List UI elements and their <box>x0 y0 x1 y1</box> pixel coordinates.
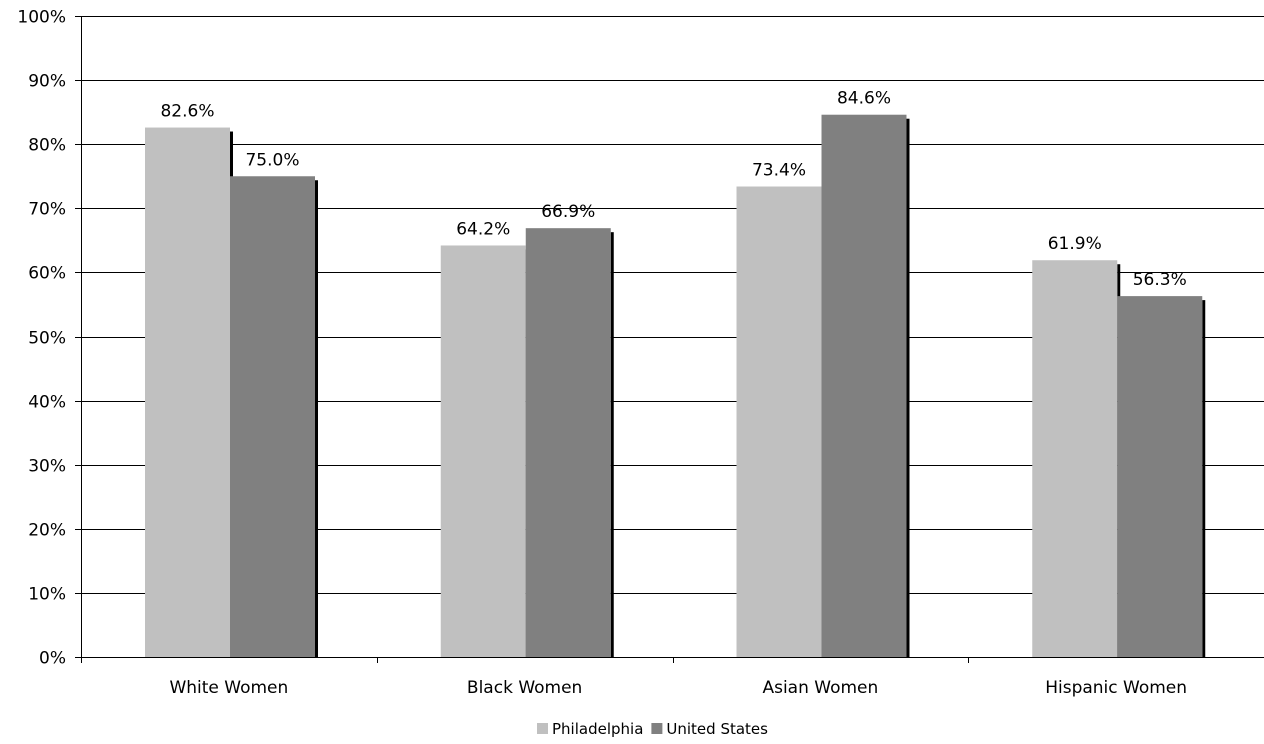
y-tick-label: 10% <box>28 585 66 605</box>
category-label: Asian Women <box>762 678 878 698</box>
legend: Philadelphia United States <box>537 720 768 738</box>
category-label: Hispanic Women <box>1045 678 1187 698</box>
y-tick-label: 0% <box>39 649 66 669</box>
bar-united-states <box>230 176 315 657</box>
y-axis-tick-labels: 0% 10% 20% 30% 40% 50% 60% 70% 80% 90% 100% <box>17 8 66 669</box>
data-label: 66.9% <box>541 202 595 222</box>
data-label: 56.3% <box>1133 270 1187 290</box>
y-tick-label: 100% <box>17 8 66 28</box>
data-label: 61.9% <box>1048 234 1102 254</box>
y-tick-label: 30% <box>28 457 66 477</box>
legend-label: Philadelphia <box>552 720 643 738</box>
legend-swatch <box>651 723 663 734</box>
data-label: 75.0% <box>245 150 299 170</box>
axes <box>75 16 1264 663</box>
x-axis-category-labels: White Women Black Women Asian Women Hispani… <box>169 678 1187 698</box>
bar-philadelphia <box>440 245 526 657</box>
y-tick-label: 40% <box>28 393 66 413</box>
bar-united-states <box>1117 296 1203 657</box>
bar-shadow <box>1202 300 1206 657</box>
legend-label: United States <box>666 720 768 738</box>
y-tick-label: 60% <box>28 264 66 284</box>
bar-shadow <box>315 180 318 657</box>
data-labels: 82.6% 75.0% 64.2% 66.9% 73.4% 84.6% 61.9% 56.3% <box>160 89 1186 290</box>
category-label: Black Women <box>467 678 582 698</box>
y-tick-label: 20% <box>28 521 66 541</box>
y-tick-label: 70% <box>28 200 66 220</box>
data-label: 82.6% <box>160 102 214 122</box>
data-label: 73.4% <box>752 161 806 181</box>
bar-united-states <box>525 228 611 657</box>
y-tick-label: 90% <box>28 72 66 92</box>
data-label: 64.2% <box>456 219 510 239</box>
bar-shadow <box>610 232 614 657</box>
bar-shadow <box>906 118 910 658</box>
y-tick-label: 80% <box>28 136 66 156</box>
bar-united-states <box>821 114 907 658</box>
y-tick-label: 50% <box>28 329 66 349</box>
legend-swatch <box>537 723 548 734</box>
category-label: White Women <box>169 678 288 698</box>
data-label: 84.6% <box>837 89 891 109</box>
bar-philadelphia <box>736 186 822 658</box>
bars <box>145 114 1206 658</box>
bar-philadelphia <box>1032 260 1118 657</box>
bar-philadelphia <box>145 127 230 657</box>
